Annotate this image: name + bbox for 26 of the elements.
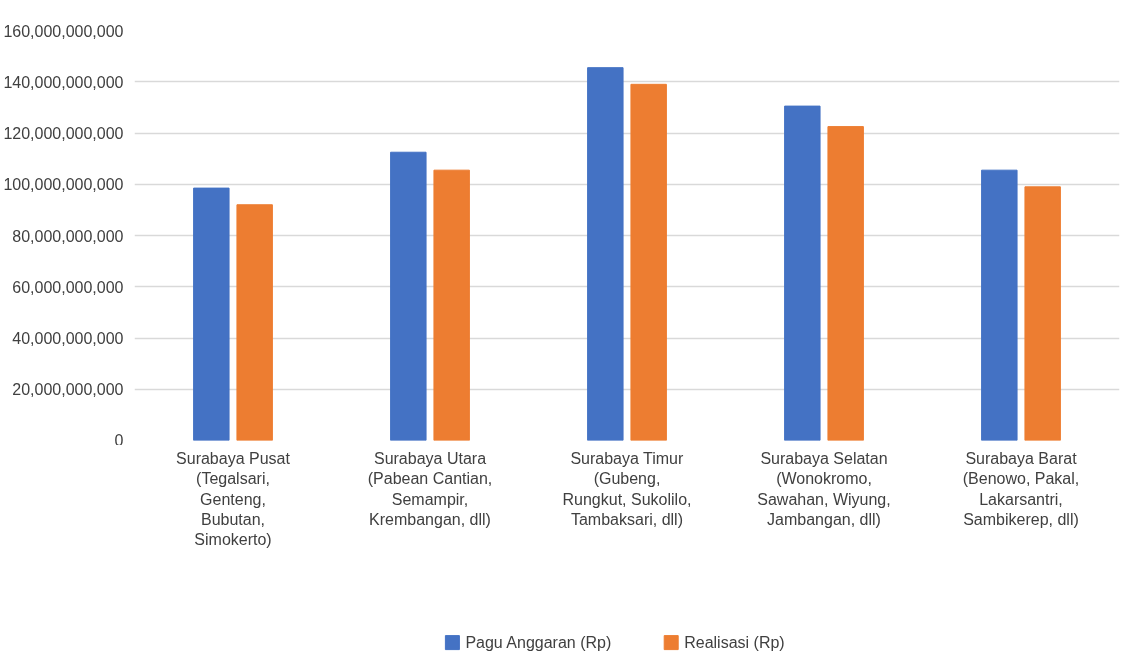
- bar: [193, 187, 230, 441]
- y-tick-label: 100,000,000,000: [3, 176, 124, 194]
- bar: [1024, 186, 1061, 441]
- bar: [630, 83, 667, 441]
- legend-label: Pagu Anggaran (Rp): [465, 634, 612, 652]
- x-tick-label: Surabaya Selatan (Wonokromo, Sawahan, Wiyung, Jambangan, dll): [757, 449, 891, 529]
- y-tick-label: 80,000,000,000: [12, 227, 124, 245]
- y-tick-label: 140,000,000,000: [3, 73, 124, 91]
- bar: [827, 126, 864, 441]
- y-tick-label: 160,000,000,000: [3, 22, 124, 40]
- y-tick-label: 60,000,000,000: [12, 278, 124, 296]
- legend-label: Realisasi (Rp): [684, 634, 785, 652]
- bar: [236, 204, 273, 441]
- bar: [784, 105, 821, 441]
- y-tick-label: 20,000,000,000: [12, 381, 124, 399]
- bar: [587, 67, 624, 441]
- x-tick-label: Surabaya Timur (Gubeng, Rungkut, Sukolilo, Tambaksari, dll): [562, 449, 692, 529]
- x-tick-label: Surabaya Pusat (Tegalsari, Genteng, Bubutan, Simokerto): [176, 449, 291, 549]
- bar: [981, 169, 1018, 441]
- y-tick-label: 0: [114, 431, 124, 449]
- bar: [433, 169, 470, 441]
- bar: [390, 151, 427, 441]
- y-tick-label: 40,000,000,000: [12, 330, 124, 347]
- y-tick-label: 120,000,000,000: [3, 125, 124, 142]
- x-tick-label: Surabaya Barat (Benowo, Pakal, Lakarsantri, Sambikerep, dll): [962, 449, 1080, 529]
- x-tick-label: Surabaya Utara (Pabean Cantian, Semampir, Krembangan, dll): [367, 449, 493, 529]
